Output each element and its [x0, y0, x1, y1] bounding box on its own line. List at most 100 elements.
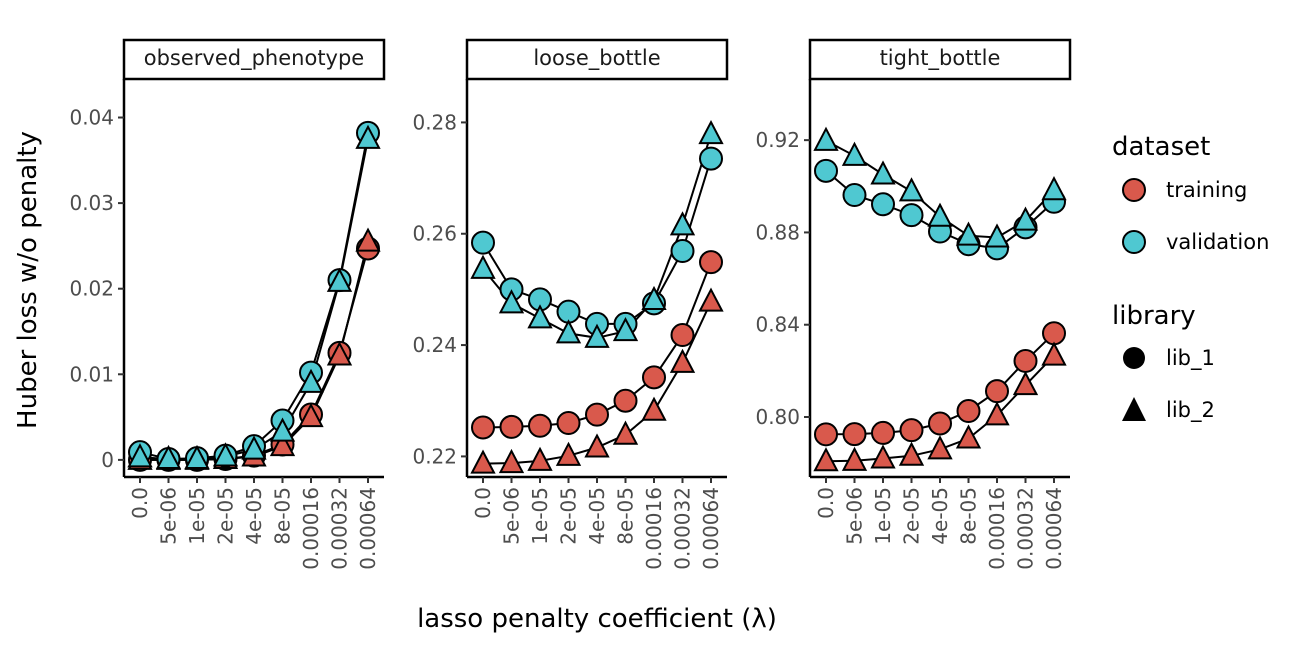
- x-tick-label: 4e-05: [242, 487, 266, 545]
- x-tick-label: 5e-06: [500, 487, 524, 545]
- panel-loose-bottle: loose_bottle 0.22 0.24 0.26 0.28 0.0 5e-06 1e-0…: [412, 38, 729, 570]
- point-training-lib-1: [642, 365, 666, 390]
- point-training-lib-1: [613, 388, 638, 413]
- legend-key-validation: [1122, 230, 1146, 254]
- point-training-lib-1: [670, 323, 695, 348]
- panel-observed-phenotype: observed_phenotype 0 0.01 0.02 0.03 0.04 0.0 5e…: [69, 38, 386, 570]
- point-validation-lib-2: [698, 119, 724, 145]
- point-validation-lib-2: [155, 444, 182, 470]
- point-validation-lib-1: [699, 146, 723, 171]
- x-tick-label: 5e-06: [843, 487, 867, 545]
- point-validation-lib-2: [269, 417, 296, 442]
- point-training-lib-2: [555, 441, 582, 466]
- panel-tight-bottle: tight_bottle 0.80 0.84 0.88 0.92 0.0 5e-06 1e-0…: [755, 38, 1072, 570]
- y-tick-label: 0.80: [755, 405, 800, 429]
- point-validation-lib-2: [555, 319, 582, 344]
- point-training-lib-2: [584, 433, 610, 458]
- point-validation-lib-2: [1041, 176, 1067, 201]
- point-validation-lib-2: [127, 443, 153, 468]
- point-validation-lib-2: [841, 141, 868, 166]
- x-tick-label: 0.00016: [299, 487, 323, 570]
- point-training-lib-2: [269, 432, 296, 457]
- point-validation-lib-1: [814, 158, 838, 183]
- x-tick-label: 8e-05: [957, 487, 981, 545]
- point-validation-lib-1: [871, 192, 895, 217]
- point-training-lib-1: [1042, 321, 1066, 346]
- point-validation-lib-1: [471, 230, 495, 255]
- y-tick-label: 0.92: [755, 128, 800, 152]
- point-training-lib-2: [927, 435, 953, 460]
- point-validation-lib-2: [470, 254, 496, 279]
- point-training-lib-1: [699, 250, 723, 275]
- point-training-lib-1: [956, 399, 981, 424]
- point-validation-lib-2: [813, 126, 839, 151]
- point-training-lib-1: [1013, 348, 1038, 373]
- series-line-validation-lib-1: [139, 132, 369, 461]
- x-tick-label: 0.00032: [328, 487, 352, 570]
- x-tick-label: 0.0: [128, 487, 152, 519]
- point-training-lib-2: [355, 227, 381, 252]
- point-training-lib-1: [928, 411, 952, 436]
- x-tick-label: 1e-05: [871, 487, 895, 545]
- point-training-lib-2: [669, 348, 696, 373]
- point-training-lib-1: [814, 422, 838, 447]
- series-line-validation-lib-2: [139, 138, 369, 460]
- facet-title: observed_phenotype: [144, 46, 364, 71]
- y-tick-label: 0.22: [412, 444, 457, 468]
- x-tick-label: 0.0: [814, 487, 838, 519]
- x-tick-label: 2e-05: [214, 487, 238, 545]
- point-training-lib-1: [871, 420, 895, 445]
- y-tick-label: 0.02: [69, 277, 114, 301]
- point-training-lib-2: [326, 341, 353, 366]
- x-tick-label: 4e-05: [928, 487, 952, 545]
- x-tick-label: 1e-05: [528, 487, 552, 545]
- y-tick-label: 0.84: [755, 313, 800, 337]
- point-training-lib-1: [842, 422, 867, 447]
- point-training-lib-2: [498, 448, 525, 474]
- legend-key-lib-1: [1123, 347, 1145, 369]
- y-tick-label: 0.01: [69, 362, 114, 386]
- x-tick-label: 0.00064: [356, 487, 380, 570]
- legend-label-lib-1: lib_1: [1166, 346, 1215, 371]
- x-tick-label: 0.00016: [642, 487, 666, 570]
- facet-title: tight_bottle: [880, 46, 1001, 71]
- point-validation-lib-2: [927, 202, 953, 227]
- point-validation-lib-2: [955, 221, 982, 246]
- point-validation-lib-1: [842, 183, 867, 208]
- point-training-lib-2: [612, 420, 639, 445]
- y-tick-label: 0.28: [412, 110, 457, 134]
- point-validation-lib-2: [355, 124, 381, 149]
- point-validation-lib-2: [184, 444, 210, 470]
- point-training-lib-2: [841, 446, 868, 471]
- point-validation-lib-2: [898, 177, 925, 202]
- x-tick-label: 8e-05: [271, 487, 295, 545]
- point-training-lib-2: [813, 447, 839, 472]
- point-validation-lib-2: [669, 211, 696, 236]
- point-validation-lib-2: [527, 304, 553, 329]
- point-validation-lib-2: [212, 442, 239, 467]
- point-training-lib-1: [471, 415, 495, 440]
- legend-title-dataset: dataset: [1112, 132, 1210, 162]
- point-validation-lib-2: [498, 289, 525, 314]
- x-tick-label: 0.00064: [1042, 487, 1066, 570]
- point-training-lib-1: [985, 379, 1009, 404]
- legend-label-lib-2: lib_2: [1166, 398, 1215, 423]
- x-tick-label: 8e-05: [614, 487, 638, 545]
- point-training-lib-2: [470, 449, 496, 474]
- x-tick-label: 2e-05: [900, 487, 924, 545]
- x-tick-label: 1e-05: [185, 487, 209, 545]
- point-validation-lib-2: [1012, 206, 1039, 231]
- point-training-lib-1: [899, 418, 924, 443]
- facet-title: loose_bottle: [533, 46, 660, 71]
- facet-strip: [465, 38, 729, 81]
- point-training-lib-2: [870, 444, 896, 469]
- point-validation-lib-2: [984, 223, 1010, 248]
- x-tick-label: 0.00032: [671, 487, 695, 570]
- point-validation-lib-2: [612, 317, 639, 342]
- point-validation-lib-1: [670, 239, 695, 264]
- point-training-lib-2: [984, 401, 1010, 426]
- legend-title-library: library: [1112, 301, 1196, 331]
- point-validation-lib-2: [870, 160, 896, 185]
